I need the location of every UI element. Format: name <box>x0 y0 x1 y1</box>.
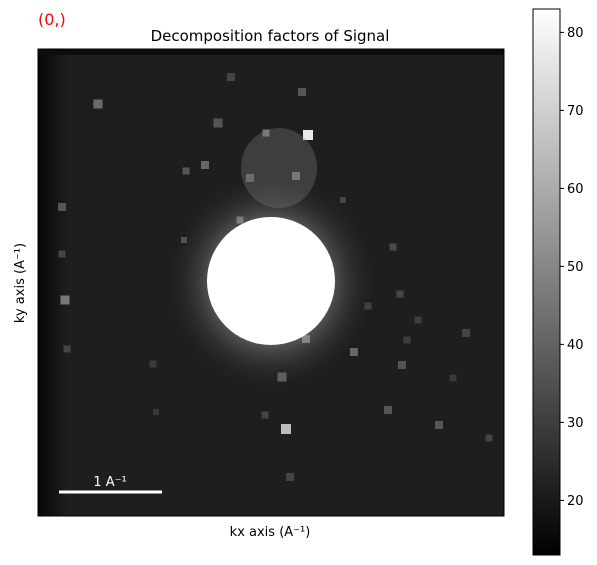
diffraction-spot <box>384 406 392 414</box>
colorbar-tick-label: 30 <box>567 416 584 431</box>
diffraction-spot <box>63 345 71 353</box>
diffraction-spot <box>262 129 270 137</box>
diffraction-spot <box>261 411 269 419</box>
colorbar-tick-label: 50 <box>567 260 584 275</box>
central-disk <box>207 217 335 345</box>
diffraction-spot <box>182 167 190 175</box>
heatmap-top-row <box>38 49 504 55</box>
colorbar: 20 30 40 50 60 70 80 <box>532 8 584 556</box>
diffraction-spot <box>462 329 470 337</box>
diffraction-spot <box>153 409 159 415</box>
colorbar-gradient <box>532 8 561 556</box>
upper-lobe <box>241 128 317 208</box>
diffraction-spot <box>93 99 103 109</box>
diffraction-spot <box>485 434 493 442</box>
diffraction-spot <box>435 421 443 429</box>
diffraction-spot <box>201 161 209 169</box>
diffraction-spot <box>292 172 300 180</box>
diffraction-spot <box>149 360 157 368</box>
heatmap-frame <box>37 48 505 517</box>
diffraction-spot <box>281 424 291 434</box>
colorbar-tick-label: 80 <box>567 26 584 41</box>
diffraction-spot <box>398 361 406 369</box>
diffraction-spot <box>396 290 404 298</box>
index-marker: (0,) <box>38 10 66 29</box>
x-axis-label: kx axis (A⁻¹) <box>230 525 311 540</box>
colorbar-tick-label: 20 <box>567 494 584 509</box>
diffraction-spot <box>298 88 306 96</box>
chart-title: Decomposition factors of Signal <box>151 27 390 45</box>
y-axis-label: ky axis (A⁻¹) <box>13 243 28 323</box>
heatmap-left-edge <box>38 49 68 516</box>
diffraction-spot <box>414 316 422 324</box>
diffraction-spot <box>350 348 358 356</box>
diffraction-spot <box>58 250 66 258</box>
diffraction-spot <box>403 336 411 344</box>
colorbar-tick-label: 70 <box>567 104 584 119</box>
colorbar-ticks: 20 30 40 50 60 70 80 <box>560 26 584 509</box>
scale-bar-label: 1 A⁻¹ <box>93 475 126 490</box>
diffraction-spot <box>340 197 346 203</box>
diffraction-spot <box>227 73 235 81</box>
diffraction-spot <box>303 130 313 140</box>
colorbar-tick-label: 40 <box>567 338 584 353</box>
diffraction-spot <box>213 118 223 128</box>
diffraction-spot <box>58 203 66 211</box>
diffraction-spot <box>449 374 457 382</box>
diffraction-spot <box>389 243 397 251</box>
heatmap-image: 1 A⁻¹ <box>37 48 505 517</box>
colorbar-tick-label: 60 <box>567 182 584 197</box>
diffraction-spot <box>286 473 294 481</box>
diffraction-spot <box>60 295 70 305</box>
